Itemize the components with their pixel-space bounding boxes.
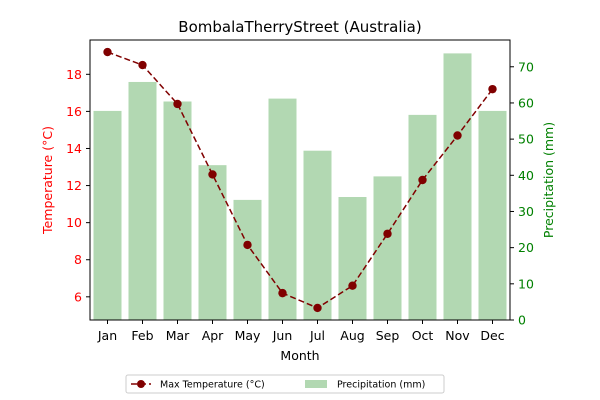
plot-frame [89,39,511,321]
right-y-tick-label: 60 [518,95,534,110]
temperature-point-jun [278,288,287,298]
right-y-tick-label: 0 [518,313,526,328]
left-y-tick-label: 16 [66,104,82,119]
legend: Max Temperature (°C) Precipitation (mm) [125,374,445,394]
right-y-tick-label: 30 [518,204,534,219]
x-tick-label: Sep [376,328,400,343]
x-axis-label: Month [280,348,319,363]
right-y-tick-label: 20 [518,240,534,255]
precipitation-bar-may [233,199,262,320]
precipitation-bar-feb [128,81,157,320]
right-y-tick-label: 40 [518,168,534,183]
precipitation-bar-nov [443,53,472,321]
temperature-point-mar [173,99,182,109]
precipitation-bar-oct [408,114,437,320]
temperature-point-oct [418,175,427,185]
left-y-tick-label: 18 [66,67,82,82]
right-y-tick-label: 50 [518,132,534,147]
precipitation-bar-jun [268,98,297,321]
precipitation-bar-dec [478,110,507,321]
x-tick-label: Aug [340,328,364,343]
temperature-point-nov [453,131,462,140]
temperature-point-may [243,240,252,250]
temperature-line [107,51,494,309]
precipitation-bar-sep [373,176,402,320]
legend-line-marker [137,380,145,388]
left-y-axis-label: Temperature (°C) [40,126,55,235]
precipitation-bar-aug [338,197,367,320]
x-tick-label: Apr [202,328,224,343]
legend-entry-temperature: Max Temperature (°C) [160,380,265,391]
right-y-tick-label: 10 [518,276,534,291]
x-tick-label: May [235,328,261,343]
left-y-tick-label: 10 [66,215,82,230]
legend-bar-swatch [305,380,327,388]
x-tick-label: Jun [272,328,293,343]
temperature-point-sep [383,229,392,238]
left-y-tick-label: 14 [66,141,82,156]
right-y-tick-label: 70 [518,59,534,74]
chart-title: BombalaTherryStreet (Australia) [178,18,421,36]
left-y-tick-label: 12 [66,178,82,193]
precipitation-bar-jul [303,150,332,320]
x-tick-label: Jul [309,328,325,343]
x-tick-label: Dec [480,328,504,343]
left-y-tick-label: 6 [74,289,82,304]
left-y-axis: 6 8 10 12 14 16 18 [66,67,90,304]
legend-entry-precipitation: Precipitation (mm) [337,380,425,391]
temperature-point-aug [348,281,357,290]
right-y-axis-label: Precipitation (mm) [541,122,556,238]
x-axis: Jan Feb Mar Apr May Jun Jul Aug Sep Oct Nov Dec [97,320,505,343]
precipitation-bar-apr [198,165,227,320]
left-y-tick-label: 8 [74,252,82,267]
x-tick-label: Jan [97,328,117,343]
x-tick-label: Oct [412,328,434,343]
temperature-point-jul [313,303,322,313]
legend-box [125,374,445,394]
temperature-point-feb [138,60,147,70]
x-tick-label: Nov [445,328,470,343]
x-tick-label: Feb [131,328,153,343]
temperature-point-dec [488,84,497,94]
precipitation-bar-mar [163,101,192,320]
temperature-point-jan [103,47,112,57]
precipitation-bars [93,53,507,321]
right-y-axis: 0 10 20 30 40 50 60 70 [510,59,534,328]
temperature-line-series [103,47,497,313]
temperature-point-apr [208,170,217,179]
x-tick-label: Mar [166,328,190,343]
precipitation-bar-jan [93,110,122,321]
